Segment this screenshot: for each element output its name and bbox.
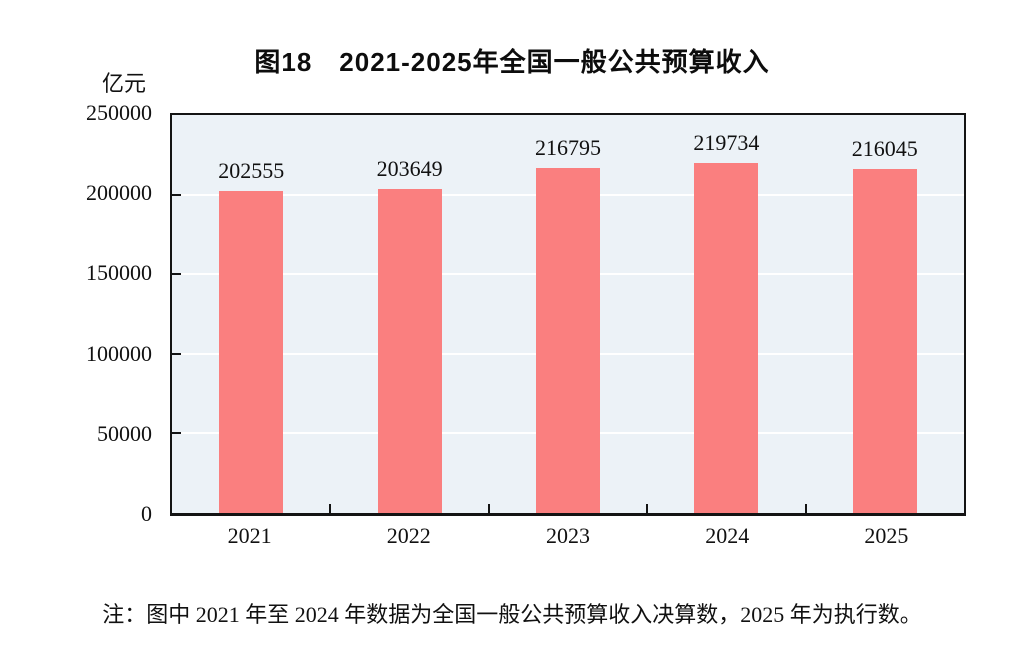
x-axis-tick xyxy=(487,504,490,513)
y-axis-tick xyxy=(172,432,181,435)
bar-value-label: 219734 xyxy=(693,130,760,156)
footnote: 注：图中 2021 年至 2024 年数据为全国一般公共预算收入决算数，2025… xyxy=(102,602,922,627)
x-axis-tick xyxy=(804,504,807,513)
bar-2021 xyxy=(219,190,284,513)
bar-2025 xyxy=(852,169,917,513)
bar-value-label: 216795 xyxy=(535,134,601,160)
x-tick-label: 2025 xyxy=(864,523,909,548)
y-tick-label: 50000 xyxy=(97,420,152,446)
y-tick-label: 0 xyxy=(141,501,152,526)
chart-title: 图18 2021-2025年全国一般公共预算收入 xyxy=(254,47,770,77)
y-axis-tick xyxy=(172,193,181,196)
y-axis-unit-label: 亿元 xyxy=(102,71,147,96)
x-tick-label: 2024 xyxy=(705,523,750,548)
y-tick-label: 100000 xyxy=(86,340,152,366)
bar-value-label: 203649 xyxy=(376,155,443,181)
x-axis-tick xyxy=(646,504,649,513)
x-axis-tick xyxy=(329,504,332,513)
x-tick-label: 2021 xyxy=(227,523,272,548)
y-axis-tick xyxy=(172,352,181,355)
bar-value-label: 216045 xyxy=(851,136,918,162)
y-axis-tick xyxy=(172,273,181,276)
bar-2022 xyxy=(377,188,442,513)
x-tick-label: 2022 xyxy=(386,523,431,548)
bar-value-label: 202555 xyxy=(218,157,285,183)
x-tick-label: 2023 xyxy=(546,523,590,548)
y-axis-labels: 0 50000 100000 150000 200000 250000 xyxy=(0,100,160,526)
y-tick-label: 200000 xyxy=(86,180,152,206)
bar-2024 xyxy=(694,163,759,513)
y-tick-label: 150000 xyxy=(86,260,152,286)
y-tick-label: 250000 xyxy=(86,100,152,125)
bar-2023 xyxy=(536,167,600,513)
plot-area: 202555 203649 216795 219734 216045 xyxy=(170,113,966,516)
x-axis-labels: 2021 2022 2023 2024 2025 xyxy=(170,523,966,549)
